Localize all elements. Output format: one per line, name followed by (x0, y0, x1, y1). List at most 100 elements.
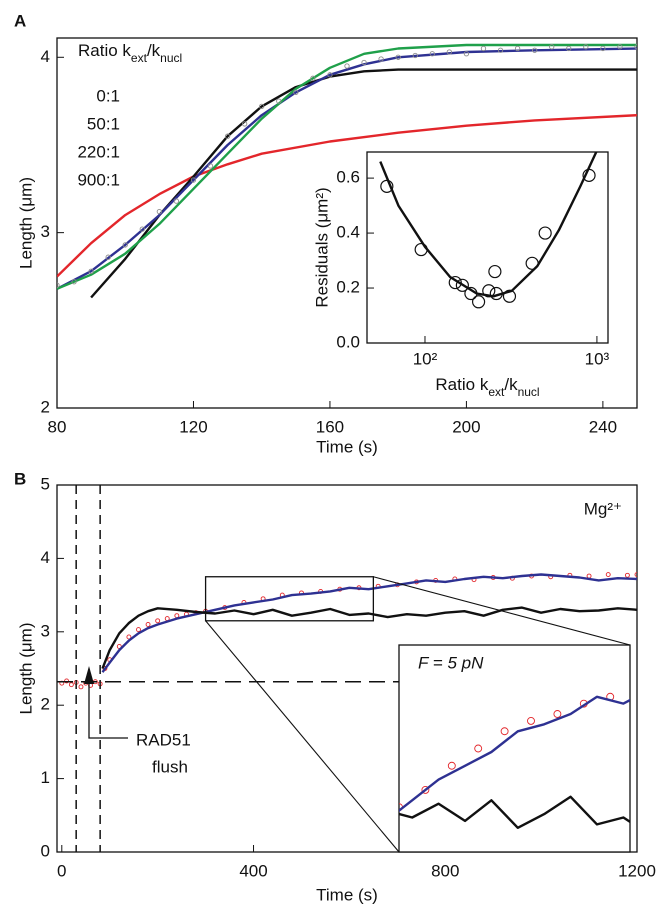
data-point (361, 59, 367, 66)
data-point (586, 573, 592, 579)
data-point (136, 627, 141, 633)
data-point (139, 226, 145, 232)
annotation: flush (152, 757, 188, 776)
data-point (122, 242, 128, 248)
y-tick-label: 2 (41, 397, 50, 416)
data-point (378, 56, 384, 62)
data-point (500, 727, 509, 736)
data-point (259, 103, 265, 110)
connector (373, 576, 631, 646)
x-tick-label: 80 (48, 417, 67, 436)
label-part: ext (488, 385, 505, 399)
data-point (538, 226, 552, 240)
data-point (395, 54, 401, 60)
legend-entry: 0:1 (96, 86, 120, 105)
data-point (624, 572, 630, 578)
axis-label: Ratio kext/knucl (78, 41, 182, 65)
plot-frame (366, 151, 609, 344)
data-point (429, 51, 435, 57)
y-tick-label: 0.6 (336, 168, 360, 187)
arrow-line (88, 681, 128, 739)
data-point (480, 45, 487, 52)
plot-frame (56, 37, 638, 409)
annotation: Mg²⁺ (584, 499, 622, 518)
series-group (59, 572, 637, 690)
y-tick-label: 0.0 (336, 332, 360, 351)
data-point (566, 45, 572, 52)
data-point (327, 72, 333, 78)
data-point (600, 45, 606, 52)
y-tick-label: 0.4 (336, 223, 360, 242)
legend-entry: 220:1 (77, 142, 120, 161)
data-point (421, 785, 430, 794)
data-point (497, 47, 504, 53)
data-line (57, 43, 637, 290)
x-tick-label: 10³ (585, 349, 610, 368)
x-tick-label: 0 (57, 861, 66, 880)
data-point (71, 279, 77, 285)
y-tick-label: 3 (41, 621, 50, 640)
data-line (379, 152, 598, 298)
zoom-inset (398, 644, 631, 853)
data-point (293, 89, 299, 96)
data-point (527, 716, 535, 725)
data-line (90, 68, 637, 299)
annotation: RAD51 (136, 730, 191, 749)
label-part: /k (147, 41, 161, 60)
y-tick-label: 4 (41, 548, 50, 567)
panel-label: B (14, 469, 26, 488)
data-point (531, 47, 538, 53)
data-point (583, 44, 589, 50)
data-point (173, 198, 180, 204)
x-tick-label: 200 (452, 417, 480, 436)
x-tick-label: 400 (239, 861, 267, 880)
legend-entry: 900:1 (77, 170, 120, 189)
data-point (549, 44, 555, 50)
data-point (488, 264, 502, 279)
x-axis-label: Time (s) (316, 885, 378, 904)
data-point (224, 133, 231, 139)
data-point (634, 572, 637, 577)
x-tick-label: 1200 (618, 861, 656, 880)
data-point (446, 49, 453, 55)
data-point (78, 684, 84, 690)
plot-frame (56, 484, 638, 853)
data-point (463, 51, 470, 57)
label-part: Ratio k (78, 41, 131, 60)
data-point (514, 45, 521, 52)
data-point (68, 682, 74, 688)
data-point (455, 278, 469, 292)
data-point (617, 44, 623, 50)
data-point (553, 710, 562, 718)
label-part: nucl (160, 51, 182, 65)
y-tick-label: 4 (41, 47, 50, 66)
y-axis-label: Length (μm) (16, 623, 35, 715)
label-part: Ratio k (435, 375, 488, 394)
y-tick-label: 0.2 (336, 278, 360, 297)
data-point (145, 622, 151, 627)
data-point (634, 44, 637, 50)
data-line (399, 695, 630, 813)
label-part: nucl (518, 385, 540, 399)
data-point (471, 295, 486, 309)
data-point (88, 268, 94, 274)
series-group (382, 692, 630, 829)
data-point (276, 98, 282, 104)
y-tick-label: 5 (41, 474, 50, 493)
series-group (57, 43, 637, 299)
label-part: ext (131, 51, 148, 65)
x-tick-label: 120 (179, 417, 207, 436)
x-tick-label: 240 (589, 417, 617, 436)
data-point (190, 177, 197, 183)
series-group (379, 152, 598, 309)
connector (205, 620, 400, 853)
data-line (101, 606, 637, 669)
y-tick-label: 2 (41, 695, 50, 714)
inset-label: F = 5 pN (418, 653, 484, 672)
data-point (605, 572, 611, 577)
data-point (382, 811, 389, 818)
data-point (105, 254, 111, 260)
legend-entry: 50:1 (87, 114, 120, 133)
y-tick-label: 3 (41, 222, 50, 241)
